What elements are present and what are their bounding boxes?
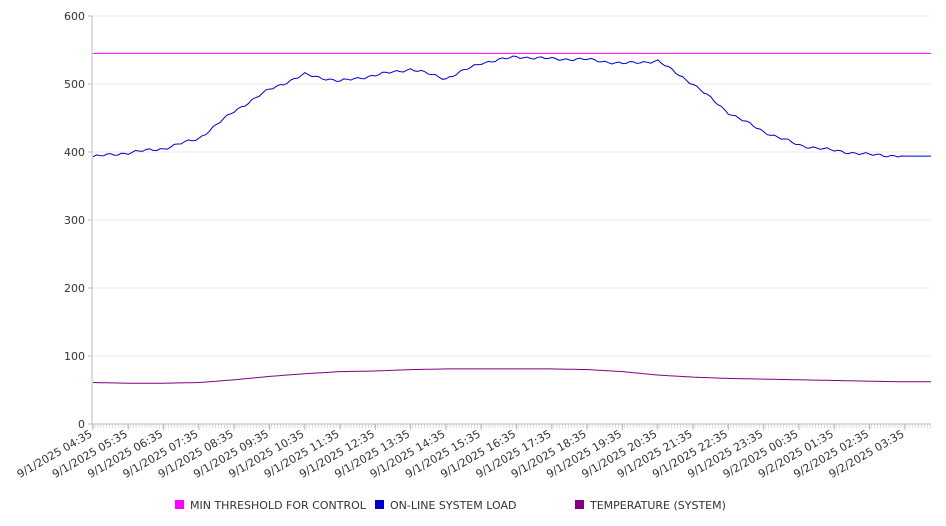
legend-label: ON-LINE SYSTEM LOAD: [390, 499, 516, 512]
grid-lines: [92, 15, 931, 357]
y-tick-label: 200: [64, 282, 85, 295]
y-tick-label: 500: [64, 78, 85, 91]
legend-swatch: [375, 500, 384, 509]
legend-swatch: [575, 500, 584, 509]
y-tick-labels: 0 100 200 300 400 500 600: [64, 10, 92, 431]
y-tick-label: 0: [78, 418, 85, 431]
legend: MIN THRESHOLD FOR CONTROL ON-LINE SYSTEM …: [175, 499, 726, 512]
series-lines: [92, 52, 931, 384]
legend-swatch: [175, 500, 184, 509]
legend-label: TEMPERATURE (SYSTEM): [589, 499, 726, 512]
series-line-2: [92, 55, 931, 158]
x-tick-labels: 9/1/2025 04:359/1/2025 05:359/1/2025 06:…: [15, 424, 906, 481]
y-tick-label: 100: [64, 350, 85, 363]
series-line-3: [92, 368, 931, 384]
y-tick-label: 600: [64, 10, 85, 23]
x-minor-ticks: [91, 424, 931, 428]
y-tick-label: 400: [64, 146, 85, 159]
legend-label: MIN THRESHOLD FOR CONTROL: [190, 499, 367, 512]
y-tick-label: 300: [64, 214, 85, 227]
